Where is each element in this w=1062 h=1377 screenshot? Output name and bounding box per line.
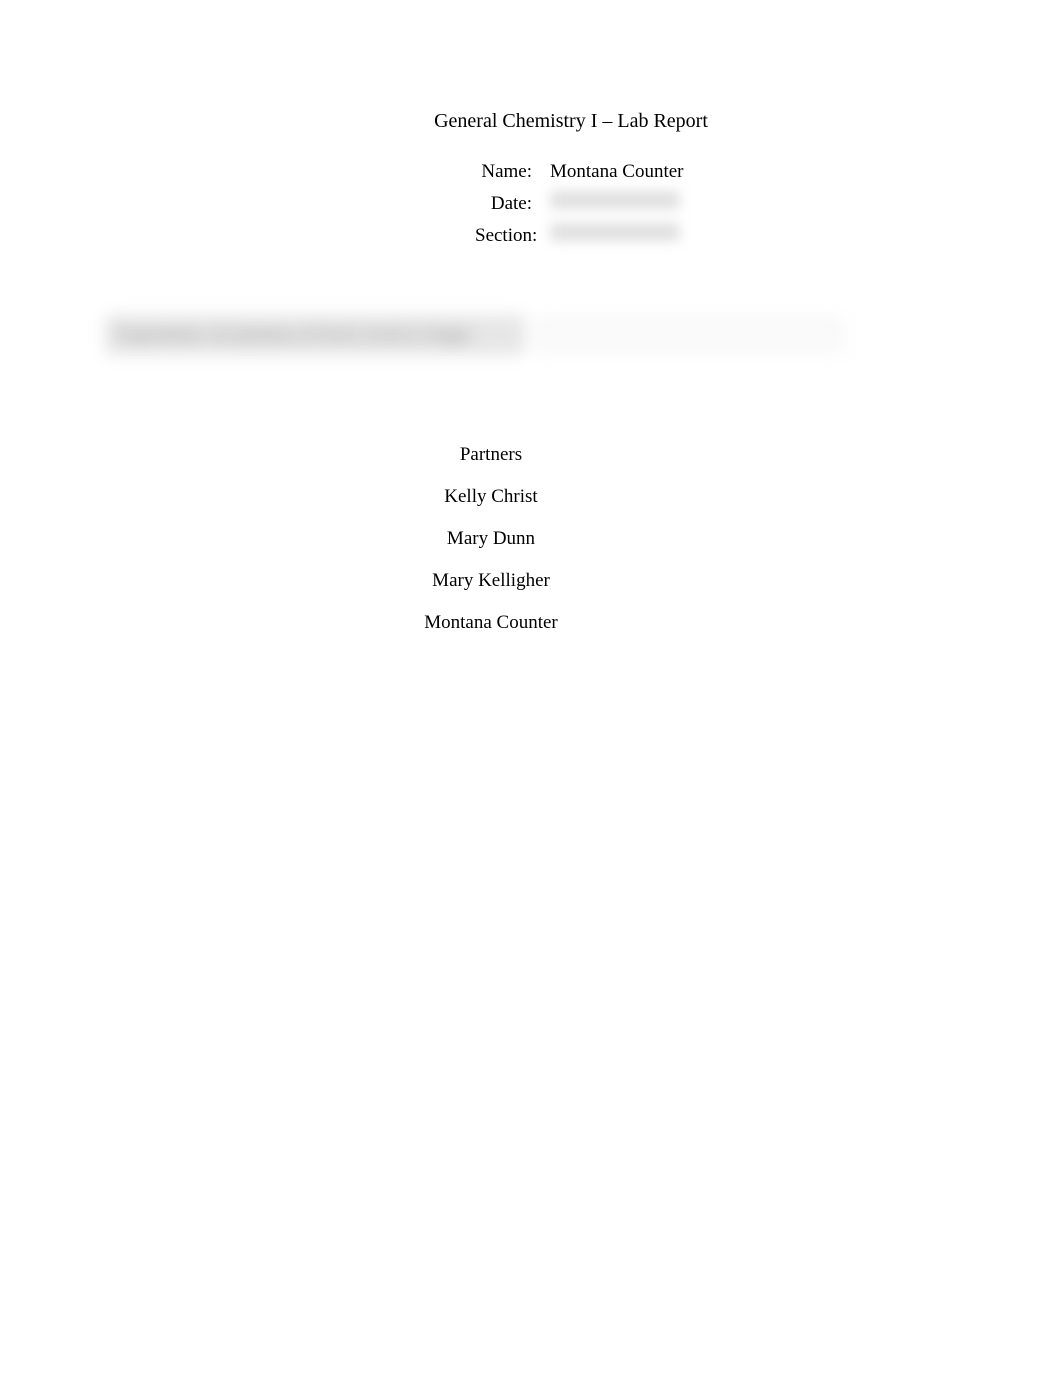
name-value: Montana Counter [550, 161, 845, 183]
name-label: Name: [475, 161, 550, 183]
partner-row: Mary Dunn [330, 518, 652, 560]
lab-report-page: General Chemistry I – Lab Report Name: M… [0, 0, 1062, 644]
experiment-bar: Experiment: Acetylation of Ferric Acid t… [105, 307, 845, 362]
date-label: Date: [475, 193, 550, 215]
section-row: Section: [475, 223, 845, 247]
partner-row: Montana Counter [330, 602, 652, 644]
partner-row: Kelly Christ [330, 476, 652, 518]
date-row: Date: [475, 191, 845, 215]
name-row: Name: Montana Counter [475, 161, 845, 183]
section-value [550, 223, 845, 247]
partner-row: Mary Kelligher [330, 560, 652, 602]
experiment-title-blurred: Experiment: Acetylation of Ferric Acid t… [105, 315, 525, 355]
section-label: Section: [475, 225, 550, 247]
date-blurred [550, 191, 680, 209]
experiment-field-blurred [533, 315, 845, 355]
partners-header: Partners [330, 434, 652, 476]
page-title: General Chemistry I – Lab Report [80, 110, 1062, 133]
partners-table: Partners Kelly Christ Mary Dunn Mary Kel… [330, 434, 652, 644]
student-info-block: Name: Montana Counter Date: Section: [475, 161, 845, 247]
date-value [550, 191, 845, 215]
section-blurred [550, 223, 680, 241]
